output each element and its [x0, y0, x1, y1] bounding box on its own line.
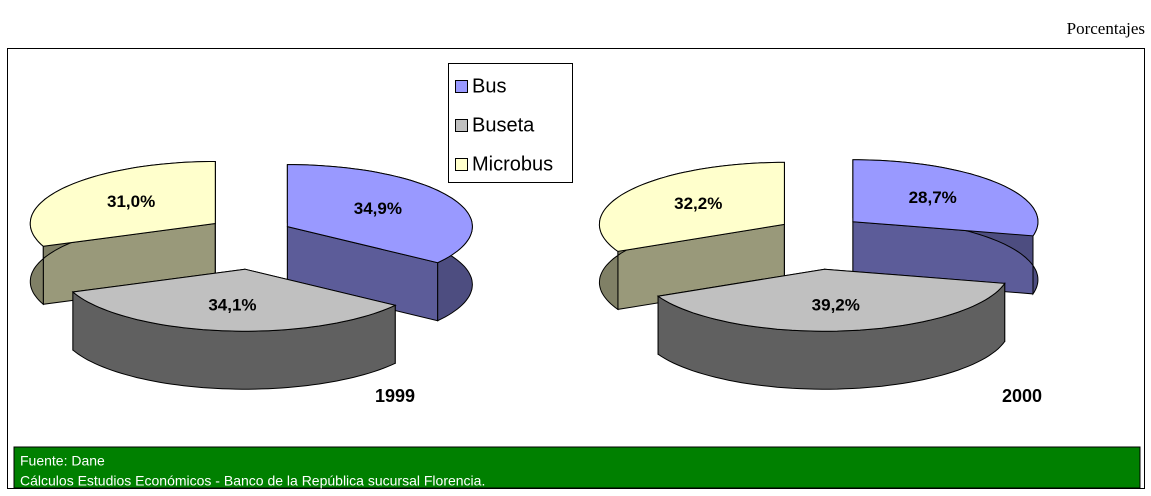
slice: [71, 268, 397, 332]
legend-label: Bus: [472, 75, 506, 97]
slice: [286, 164, 473, 264]
legend-swatch: [455, 80, 468, 93]
pie-title: 1999: [375, 386, 415, 406]
legend-label: Microbus: [472, 153, 553, 175]
legend: [448, 63, 573, 183]
data-label: 32,2%: [674, 194, 722, 213]
pie-title: 2000: [1002, 386, 1042, 406]
slice: [656, 268, 1006, 332]
source-box: [13, 446, 1141, 489]
legend-label: Buseta: [472, 114, 535, 136]
data-label: 31,0%: [107, 192, 155, 211]
data-label: 39,2%: [812, 296, 860, 315]
data-label: 34,1%: [208, 296, 256, 315]
slice: [852, 159, 1039, 237]
slice: [598, 161, 785, 252]
unit-label: Porcentajes: [1067, 19, 1145, 38]
pies: 31,0% 34,9% 34,1% 28,7% 32,2% 39,2%: [29, 159, 1039, 390]
legend-swatch: [455, 158, 468, 171]
data-label: 28,7%: [909, 188, 957, 207]
data-label: 34,9%: [354, 199, 402, 218]
slice: [29, 161, 216, 247]
source-line: Cálculos Estudios Económicos - Banco de …: [20, 473, 485, 489]
legend-swatch: [455, 119, 468, 132]
source-line: Fuente: Dane: [20, 453, 105, 469]
